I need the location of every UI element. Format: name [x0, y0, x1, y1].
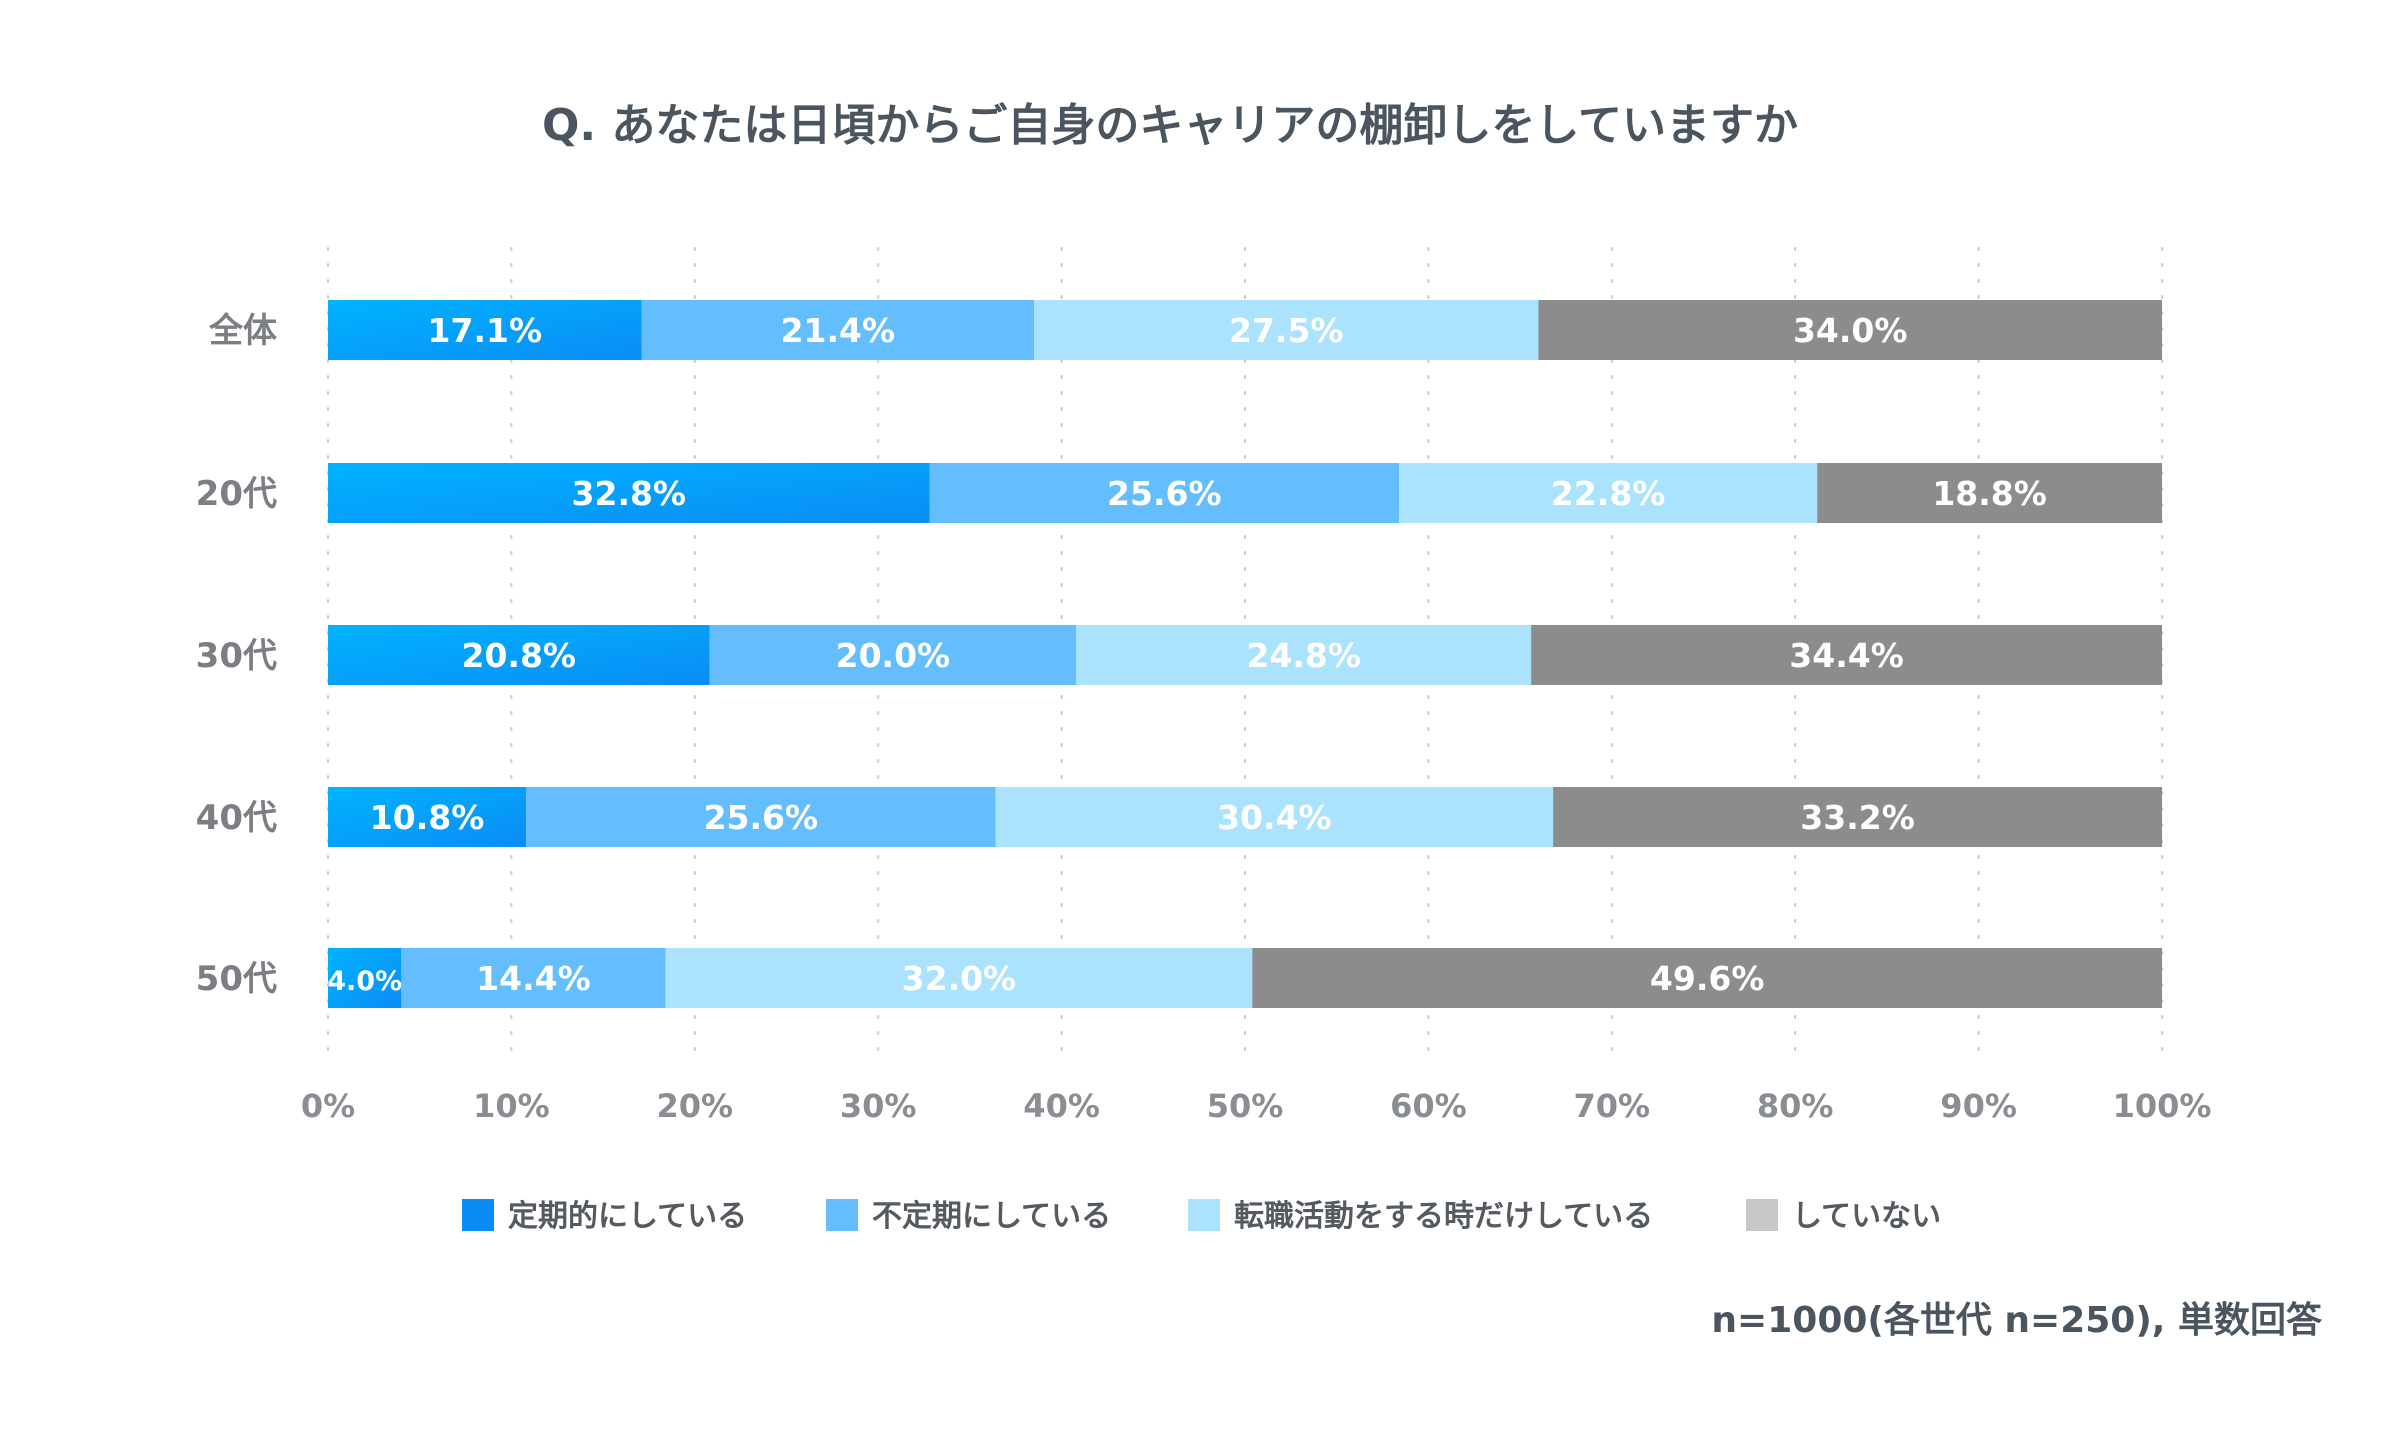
- data-label-3-0: 10.8%: [370, 798, 485, 837]
- data-label-3-1: 25.6%: [704, 798, 819, 837]
- data-label-1-3: 18.8%: [1932, 474, 2047, 513]
- bar-segment-0-3: [1538, 300, 2162, 360]
- legend-swatch-0: [462, 1199, 494, 1231]
- x-axis-ticks: 0% 10% 20% 30% 40% 50% 60% 70% 80% 90% 100%: [301, 1087, 2212, 1125]
- x-tick-label-10: 10%: [473, 1087, 550, 1125]
- x-tick-label-40: 40%: [1023, 1087, 1100, 1125]
- data-label-0-1: 21.4%: [781, 311, 896, 350]
- legend-item-0: 定期的にしている: [462, 1199, 747, 1234]
- data-label-2-2: 24.8%: [1246, 636, 1361, 675]
- bar-segment-1-2: [1399, 463, 1818, 523]
- bar-segment-3-3: [1553, 787, 2162, 847]
- data-label-2-0: 20.8%: [461, 636, 576, 675]
- legend-swatch-3: [1746, 1199, 1778, 1231]
- bar-segment-3-1: [526, 787, 996, 847]
- legend-swatch-1: [826, 1199, 858, 1231]
- x-tick-label-90: 90%: [1940, 1087, 2017, 1125]
- legend-swatch-2: [1188, 1199, 1220, 1231]
- sample-note: n=1000(各世代 n=250), 単数回答: [1711, 1300, 2323, 1341]
- x-tick-label-50: 50%: [1207, 1087, 1284, 1125]
- bar-segment-1-3: [1817, 463, 2162, 523]
- data-label-4-2: 32.0%: [902, 959, 1017, 998]
- legend: 定期的にしている 不定期にしている 転職活動をする時だけしている していない: [462, 1199, 1941, 1234]
- bar-row-2: 20.8% 20.0% 24.8% 34.4%: [328, 625, 2162, 685]
- x-tick-label-60: 60%: [1390, 1087, 1467, 1125]
- bar-segment-4-0: [328, 948, 402, 1008]
- bar-row-0: 17.1% 21.4% 27.5% 34.0%: [328, 300, 2162, 360]
- bar-row-3: 10.8% 25.6% 30.4% 33.2%: [328, 787, 2162, 847]
- data-label-1-1: 25.6%: [1107, 474, 1222, 513]
- legend-item-2: 転職活動をする時だけしている: [1188, 1199, 1653, 1234]
- bar-segment-1-1: [929, 463, 1400, 523]
- data-label-4-3: 49.6%: [1650, 959, 1765, 998]
- bar-segment-1-0: [328, 463, 930, 523]
- data-label-1-0: 32.8%: [572, 474, 687, 513]
- data-label-4-1: 14.4%: [476, 959, 591, 998]
- data-label-0-3: 34.0%: [1793, 311, 1908, 350]
- bar-segment-4-3: [1252, 948, 2162, 1008]
- chart-title: Q. あなたは日頃からご自身のキャリアの棚卸しをしていますか: [542, 100, 1798, 151]
- data-label-0-0: 17.1%: [428, 311, 543, 350]
- bar-segment-2-3: [1531, 625, 2162, 685]
- data-label-3-2: 30.4%: [1217, 798, 1332, 837]
- legend-label-0: 定期的にしている: [508, 1199, 747, 1234]
- bar-segment-3-2: [995, 787, 1554, 847]
- data-label-4-0: 4.0%: [327, 966, 402, 997]
- bar-segment-2-0: [328, 625, 710, 685]
- legend-item-3: していない: [1746, 1199, 1941, 1234]
- bars: 17.1% 21.4% 27.5% 34.0% 32.8% 25.6% 22.8% 18.8%…: [327, 300, 2162, 1008]
- category-label-1: 20代: [196, 474, 277, 514]
- bar-segment-2-2: [1076, 625, 1532, 685]
- gridlines: [327, 247, 2163, 1056]
- data-label-1-2: 22.8%: [1551, 474, 1666, 513]
- category-label-2: 30代: [196, 636, 277, 676]
- x-tick-label-30: 30%: [840, 1087, 917, 1125]
- x-tick-label-100: 100%: [2113, 1087, 2212, 1125]
- x-tick-label-70: 70%: [1574, 1087, 1651, 1125]
- legend-label-3: していない: [1792, 1199, 1941, 1234]
- bar-row-1: 32.8% 25.6% 22.8% 18.8%: [328, 463, 2162, 523]
- category-label-3: 40代: [196, 798, 277, 838]
- bar-segment-4-1: [401, 948, 666, 1008]
- legend-label-1: 不定期にしている: [872, 1199, 1111, 1234]
- category-label-0: 全体: [208, 311, 277, 351]
- data-label-2-3: 34.4%: [1789, 636, 1904, 675]
- bar-segment-2-1: [709, 625, 1077, 685]
- category-labels: 全体 20代 30代 40代 50代: [196, 311, 277, 999]
- data-label-2-1: 20.0%: [836, 636, 951, 675]
- bar-row-4: 4.0% 14.4% 32.0% 49.6%: [327, 948, 2162, 1008]
- legend-item-1: 不定期にしている: [826, 1199, 1111, 1234]
- x-tick-label-80: 80%: [1757, 1087, 1834, 1125]
- legend-label-2: 転職活動をする時だけしている: [1234, 1199, 1653, 1234]
- x-tick-label-20: 20%: [657, 1087, 734, 1125]
- bar-segment-0-0: [328, 300, 642, 360]
- bar-segment-4-2: [665, 948, 1253, 1008]
- bar-segment-0-2: [1034, 300, 1539, 360]
- data-label-3-3: 33.2%: [1800, 798, 1915, 837]
- data-label-0-2: 27.5%: [1229, 311, 1344, 350]
- bar-segment-3-0: [328, 787, 527, 847]
- bar-segment-0-1: [641, 300, 1035, 360]
- x-tick-label-0: 0%: [301, 1087, 355, 1125]
- category-label-4: 50代: [196, 959, 277, 999]
